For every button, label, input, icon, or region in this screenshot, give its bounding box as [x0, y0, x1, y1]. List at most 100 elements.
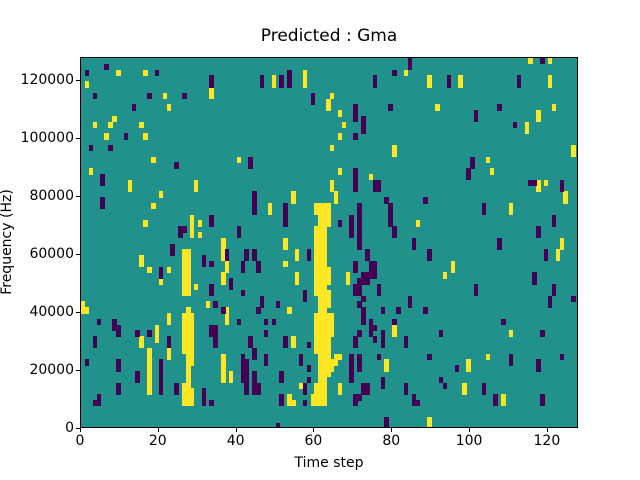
heatmap-cell-low [407, 63, 413, 71]
heatmap-cell-high [298, 382, 304, 390]
heatmap-cell-high [563, 197, 568, 204]
heatmap-cell-high [508, 208, 514, 216]
heatmap-cell-low [372, 324, 378, 332]
y-tick-label: 120000 [20, 72, 74, 89]
heatmap-cell-low [470, 162, 475, 169]
heatmap-cell-low [213, 324, 218, 332]
heatmap-cell-high [322, 324, 327, 332]
heatmap-cell-high [345, 278, 351, 285]
heatmap-cell-low [532, 272, 537, 279]
heatmap-cell-low [209, 400, 214, 407]
heatmap-cell-high [221, 365, 226, 372]
heatmap-cell-high [384, 359, 389, 366]
heatmap-cell-high [189, 214, 195, 221]
heatmap-cell-low [543, 249, 549, 256]
heatmap-cell-high [186, 272, 191, 279]
heatmap-cell-high [392, 324, 397, 332]
heatmap-cell-low [116, 324, 121, 332]
heatmap-cell-high [189, 330, 195, 337]
heatmap-cell-high [314, 313, 319, 320]
heatmap-cell-high [197, 231, 203, 239]
heatmap-cell-high [228, 371, 234, 378]
heatmap-cell-low [536, 365, 541, 372]
heatmap-cell-low [96, 400, 102, 407]
heatmap-cell-low [481, 382, 487, 390]
heatmap-cell-low [349, 365, 354, 372]
heatmap-cell-low [357, 301, 362, 308]
heatmap-cell-high [228, 376, 234, 384]
heatmap-cell-low [396, 307, 401, 314]
heatmap-cell-high [158, 191, 164, 198]
heatmap-cell-high [318, 336, 323, 343]
heatmap-cell-high [322, 330, 327, 337]
heatmap-cell-low [357, 202, 362, 210]
heatmap-cell-low [209, 81, 214, 88]
heatmap-cell-high [326, 266, 331, 274]
heatmap-cell-high [427, 81, 432, 88]
heatmap-cell-high [314, 278, 319, 285]
heatmap-cell-high [485, 156, 491, 163]
heatmap-cell-low [357, 231, 362, 239]
heatmap-cell-high [427, 75, 432, 82]
heatmap-cell-high [186, 266, 191, 274]
heatmap-cell-high [189, 324, 195, 332]
heatmap-cell-high [536, 110, 541, 117]
heatmap-cell-low [252, 382, 257, 390]
heatmap-cell-high [189, 388, 195, 395]
heatmap-cell-low [166, 336, 172, 343]
heatmap-cell-low [279, 400, 284, 407]
heatmap-cell-high [337, 168, 343, 175]
heatmap-cell-low [349, 231, 354, 239]
heatmap-cell-low [528, 179, 533, 187]
heatmap-cell-low [283, 336, 288, 343]
heatmap-cell-high [326, 208, 331, 216]
heatmap-cell-high [330, 359, 335, 366]
heatmap-cell-low [427, 249, 432, 256]
heatmap-cell-high [318, 226, 323, 233]
heatmap-cell-high [547, 58, 553, 65]
heatmap-cell-high [186, 376, 191, 384]
heatmap-cell-low [411, 243, 417, 250]
heatmap-cell-low [279, 394, 284, 401]
heatmap-cell-low [353, 342, 358, 349]
heatmap-cell-high [186, 313, 191, 320]
heatmap-cell-high [221, 243, 226, 250]
heatmap-cell-high [322, 231, 327, 239]
heatmap-cell-low [252, 197, 257, 204]
heatmap-cell-low [248, 162, 253, 169]
heatmap-cell-low [283, 220, 288, 227]
heatmap-cell-high [193, 185, 199, 192]
heatmap-cell-high [435, 104, 440, 111]
x-tick-label: 20 [148, 433, 167, 449]
heatmap-cell-high [333, 191, 339, 198]
heatmap-cell-high [314, 318, 319, 326]
heatmap-cell-high [322, 342, 327, 349]
heatmap-cell-low [252, 249, 257, 256]
heatmap-cell-low [224, 249, 230, 256]
heatmap-cell-low [384, 197, 389, 204]
heatmap-cell-low [376, 179, 382, 187]
heatmap-cell-low [178, 226, 183, 233]
heatmap-cell-low [224, 255, 230, 262]
heatmap-cell-low [540, 330, 545, 337]
heatmap-cell-low [100, 179, 105, 187]
heatmap-cell-low [427, 255, 432, 262]
heatmap-cell-high [182, 266, 187, 274]
heatmap-cell-low [372, 179, 378, 187]
heatmap-cell-low [473, 115, 479, 123]
y-tick-mark [76, 428, 80, 429]
heatmap-cell-high [205, 301, 210, 308]
heatmap-cell-low [380, 376, 386, 384]
heatmap-cell-low [213, 342, 218, 349]
heatmap-cell-low [481, 202, 487, 210]
y-tick-label: 40000 [29, 304, 74, 321]
heatmap-cell-high [392, 330, 397, 337]
heatmap-cell-high [127, 179, 133, 187]
heatmap-cell-high [322, 365, 327, 372]
heatmap-cell-high [326, 359, 331, 366]
heatmap-cell-high [330, 179, 335, 187]
heatmap-cell-high [314, 347, 319, 355]
y-tick-label: 80000 [29, 188, 74, 205]
heatmap-cell-low [302, 382, 308, 390]
heatmap-cell-high [154, 324, 160, 332]
